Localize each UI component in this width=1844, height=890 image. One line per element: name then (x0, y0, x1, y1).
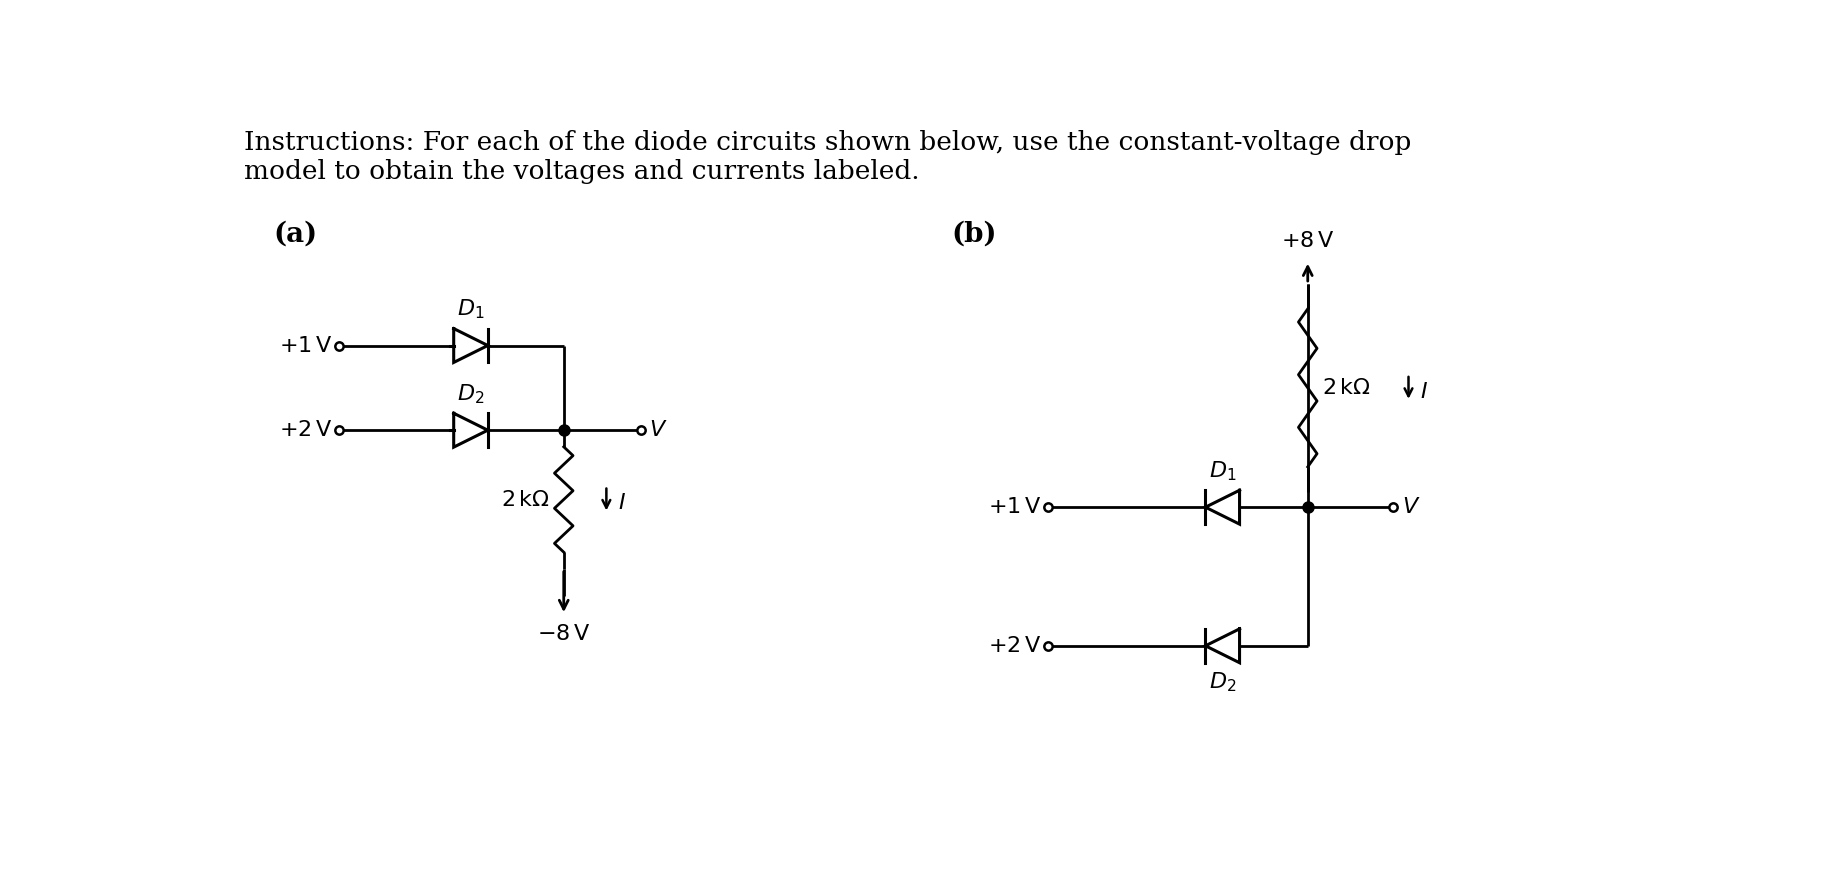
Text: $V$: $V$ (1401, 497, 1422, 518)
Text: (b): (b) (952, 221, 998, 247)
Text: $+1\,\mathrm{V}$: $+1\,\mathrm{V}$ (988, 497, 1042, 518)
Text: $I$: $I$ (1420, 381, 1427, 402)
Text: Instructions: For each of the diode circuits shown below, use the constant-volta: Instructions: For each of the diode circ… (245, 130, 1413, 155)
Text: $2\,\mathrm{k\Omega}$: $2\,\mathrm{k\Omega}$ (1322, 376, 1370, 399)
Text: $+8\,\mathrm{V}$: $+8\,\mathrm{V}$ (1282, 230, 1335, 252)
Text: $+2\,\mathrm{V}$: $+2\,\mathrm{V}$ (988, 635, 1042, 657)
Text: $D_2$: $D_2$ (457, 382, 485, 406)
Text: $D_2$: $D_2$ (1210, 670, 1235, 694)
Text: $-8\,\mathrm{V}$: $-8\,\mathrm{V}$ (537, 623, 590, 644)
Text: $V$: $V$ (649, 419, 668, 441)
Text: $I$: $I$ (618, 492, 625, 514)
Text: $+1\,\mathrm{V}$: $+1\,\mathrm{V}$ (278, 335, 332, 357)
Text: $D_1$: $D_1$ (1210, 459, 1235, 482)
Text: $2\,\mathrm{k\Omega}$: $2\,\mathrm{k\Omega}$ (502, 489, 550, 511)
Text: (a): (a) (273, 221, 317, 247)
Text: $+2\,\mathrm{V}$: $+2\,\mathrm{V}$ (278, 419, 332, 441)
Text: model to obtain the voltages and currents labeled.: model to obtain the voltages and current… (245, 159, 920, 184)
Text: $D_1$: $D_1$ (457, 297, 485, 321)
